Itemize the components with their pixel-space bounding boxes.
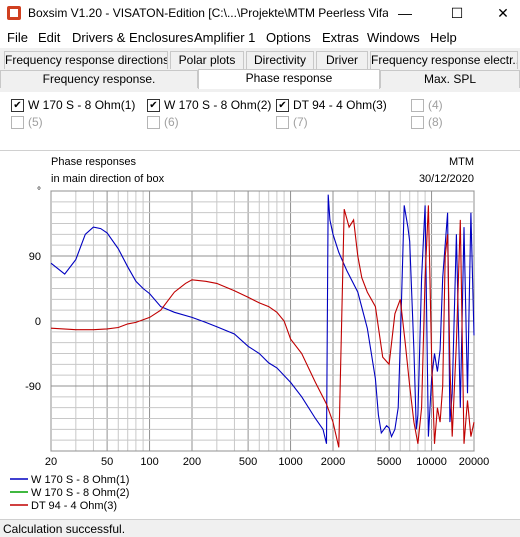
chart-subtitle: in main direction of box [51,173,165,185]
chart-project: MTM [449,156,474,168]
phase-response-chart: Phase responses in main direction of box… [0,151,520,519]
checkbox-label: (5) [28,115,43,129]
checkbox-driver-8[interactable] [411,116,424,129]
x-tick-label: 500 [239,456,257,468]
y-tick-label: 90 [29,251,41,263]
series-line [50,194,475,444]
x-tick-label: 200 [183,456,201,468]
checkbox-driver-6[interactable] [147,116,160,129]
maximize-button[interactable]: ☐ [450,5,464,21]
x-tick-label: 20 [45,456,57,468]
chart-date: 30/12/2020 [419,173,474,185]
checkbox-label: (4) [428,98,443,112]
chart-svg: Phase responses in main direction of box… [10,156,489,512]
x-tick-label: 100 [140,456,158,468]
checkbox-driver-3[interactable]: ✔ [276,99,289,112]
checkbox-label: DT 94 - 4 Ohm(3) [293,98,387,112]
tab-driver[interactable]: Driver [316,51,368,69]
x-tick-label: 2000 [321,456,345,468]
legend-label: W 170 S - 8 Ohm(1) [31,474,129,486]
menu-amplifier[interactable]: Amplifier 1 [194,30,256,45]
checkbox-driver-4[interactable] [411,99,424,112]
x-tick-label: 1000 [278,456,302,468]
menu-file[interactable]: File [7,30,28,45]
menu-help[interactable]: Help [430,30,457,45]
checkbox-label: (7) [293,115,308,129]
x-tick-label: 20000 [459,456,490,468]
axis-labels: 20 50 100 200 500 1000 2000 5000 10000 20000 90 0 -9… [25,251,489,468]
legend-label: DT 94 - 4 Ohm(3) [31,500,117,512]
legend-label: W 170 S - 8 Ohm(2) [31,487,129,499]
close-button[interactable]: ✕ [497,5,509,21]
tab-row-2: Frequency response. Phase response Max. … [0,69,520,89]
checkbox-label: (8) [428,115,443,129]
tab-frequency-response-electrical[interactable]: Frequency response electr.. [370,51,518,69]
x-tick-label: 50 [101,456,113,468]
chart-grid [50,190,475,452]
y-tick-label: 0 [35,316,41,328]
y-tick-label: -90 [25,381,41,393]
driver-selection-panel: ✔ W 170 S - 8 Ohm(1) ✔ W 170 S - 8 Ohm(2… [0,92,520,151]
series-line [50,205,475,448]
status-bar: Calculation successful. [0,519,520,537]
tab-directivity[interactable]: Directivity [246,51,314,69]
checkbox-label: (6) [164,115,179,129]
series-lines [50,194,475,448]
checkbox-driver-5[interactable] [11,116,24,129]
chart-title: Phase responses [51,156,136,168]
y-top-marker: ° [37,186,41,197]
x-tick-label: 5000 [377,456,401,468]
tab-phase-response[interactable]: Phase response [198,69,380,89]
tab-max-spl[interactable]: Max. SPL [380,70,520,88]
window-title: Boxsim V1.20 - VISATON-Edition [C:\...\P… [28,6,388,20]
status-text: Calculation successful. [3,522,126,536]
minimize-button[interactable]: — [398,5,412,21]
tab-row-1: Frequency response directions Polar plot… [0,51,520,69]
tab-frequency-response[interactable]: Frequency response. [0,70,198,88]
x-tick-label: 10000 [416,456,447,468]
menu-windows[interactable]: Windows [367,30,420,45]
menu-extras[interactable]: Extras [322,30,359,45]
tab-polar-plots[interactable]: Polar plots [170,51,244,69]
checkbox-driver-7[interactable] [276,116,289,129]
checkbox-driver-2[interactable]: ✔ [147,99,160,112]
app-icon [7,6,21,20]
menu-edit[interactable]: Edit [38,30,61,45]
menu-bar: File Edit Drivers & Enclosures Amplifier… [0,26,520,48]
menu-options[interactable]: Options [266,30,311,45]
tab-frequency-response-directions[interactable]: Frequency response directions [4,51,168,69]
checkbox-label: W 170 S - 8 Ohm(2) [164,98,272,112]
title-bar: Boxsim V1.20 - VISATON-Edition [C:\...\P… [0,0,520,26]
menu-drivers-enclosures[interactable]: Drivers & Enclosures [72,30,194,45]
checkbox-label: W 170 S - 8 Ohm(1) [28,98,136,112]
checkbox-driver-1[interactable]: ✔ [11,99,24,112]
chart-legend: W 170 S - 8 Ohm(1)W 170 S - 8 Ohm(2)DT 9… [10,474,129,512]
